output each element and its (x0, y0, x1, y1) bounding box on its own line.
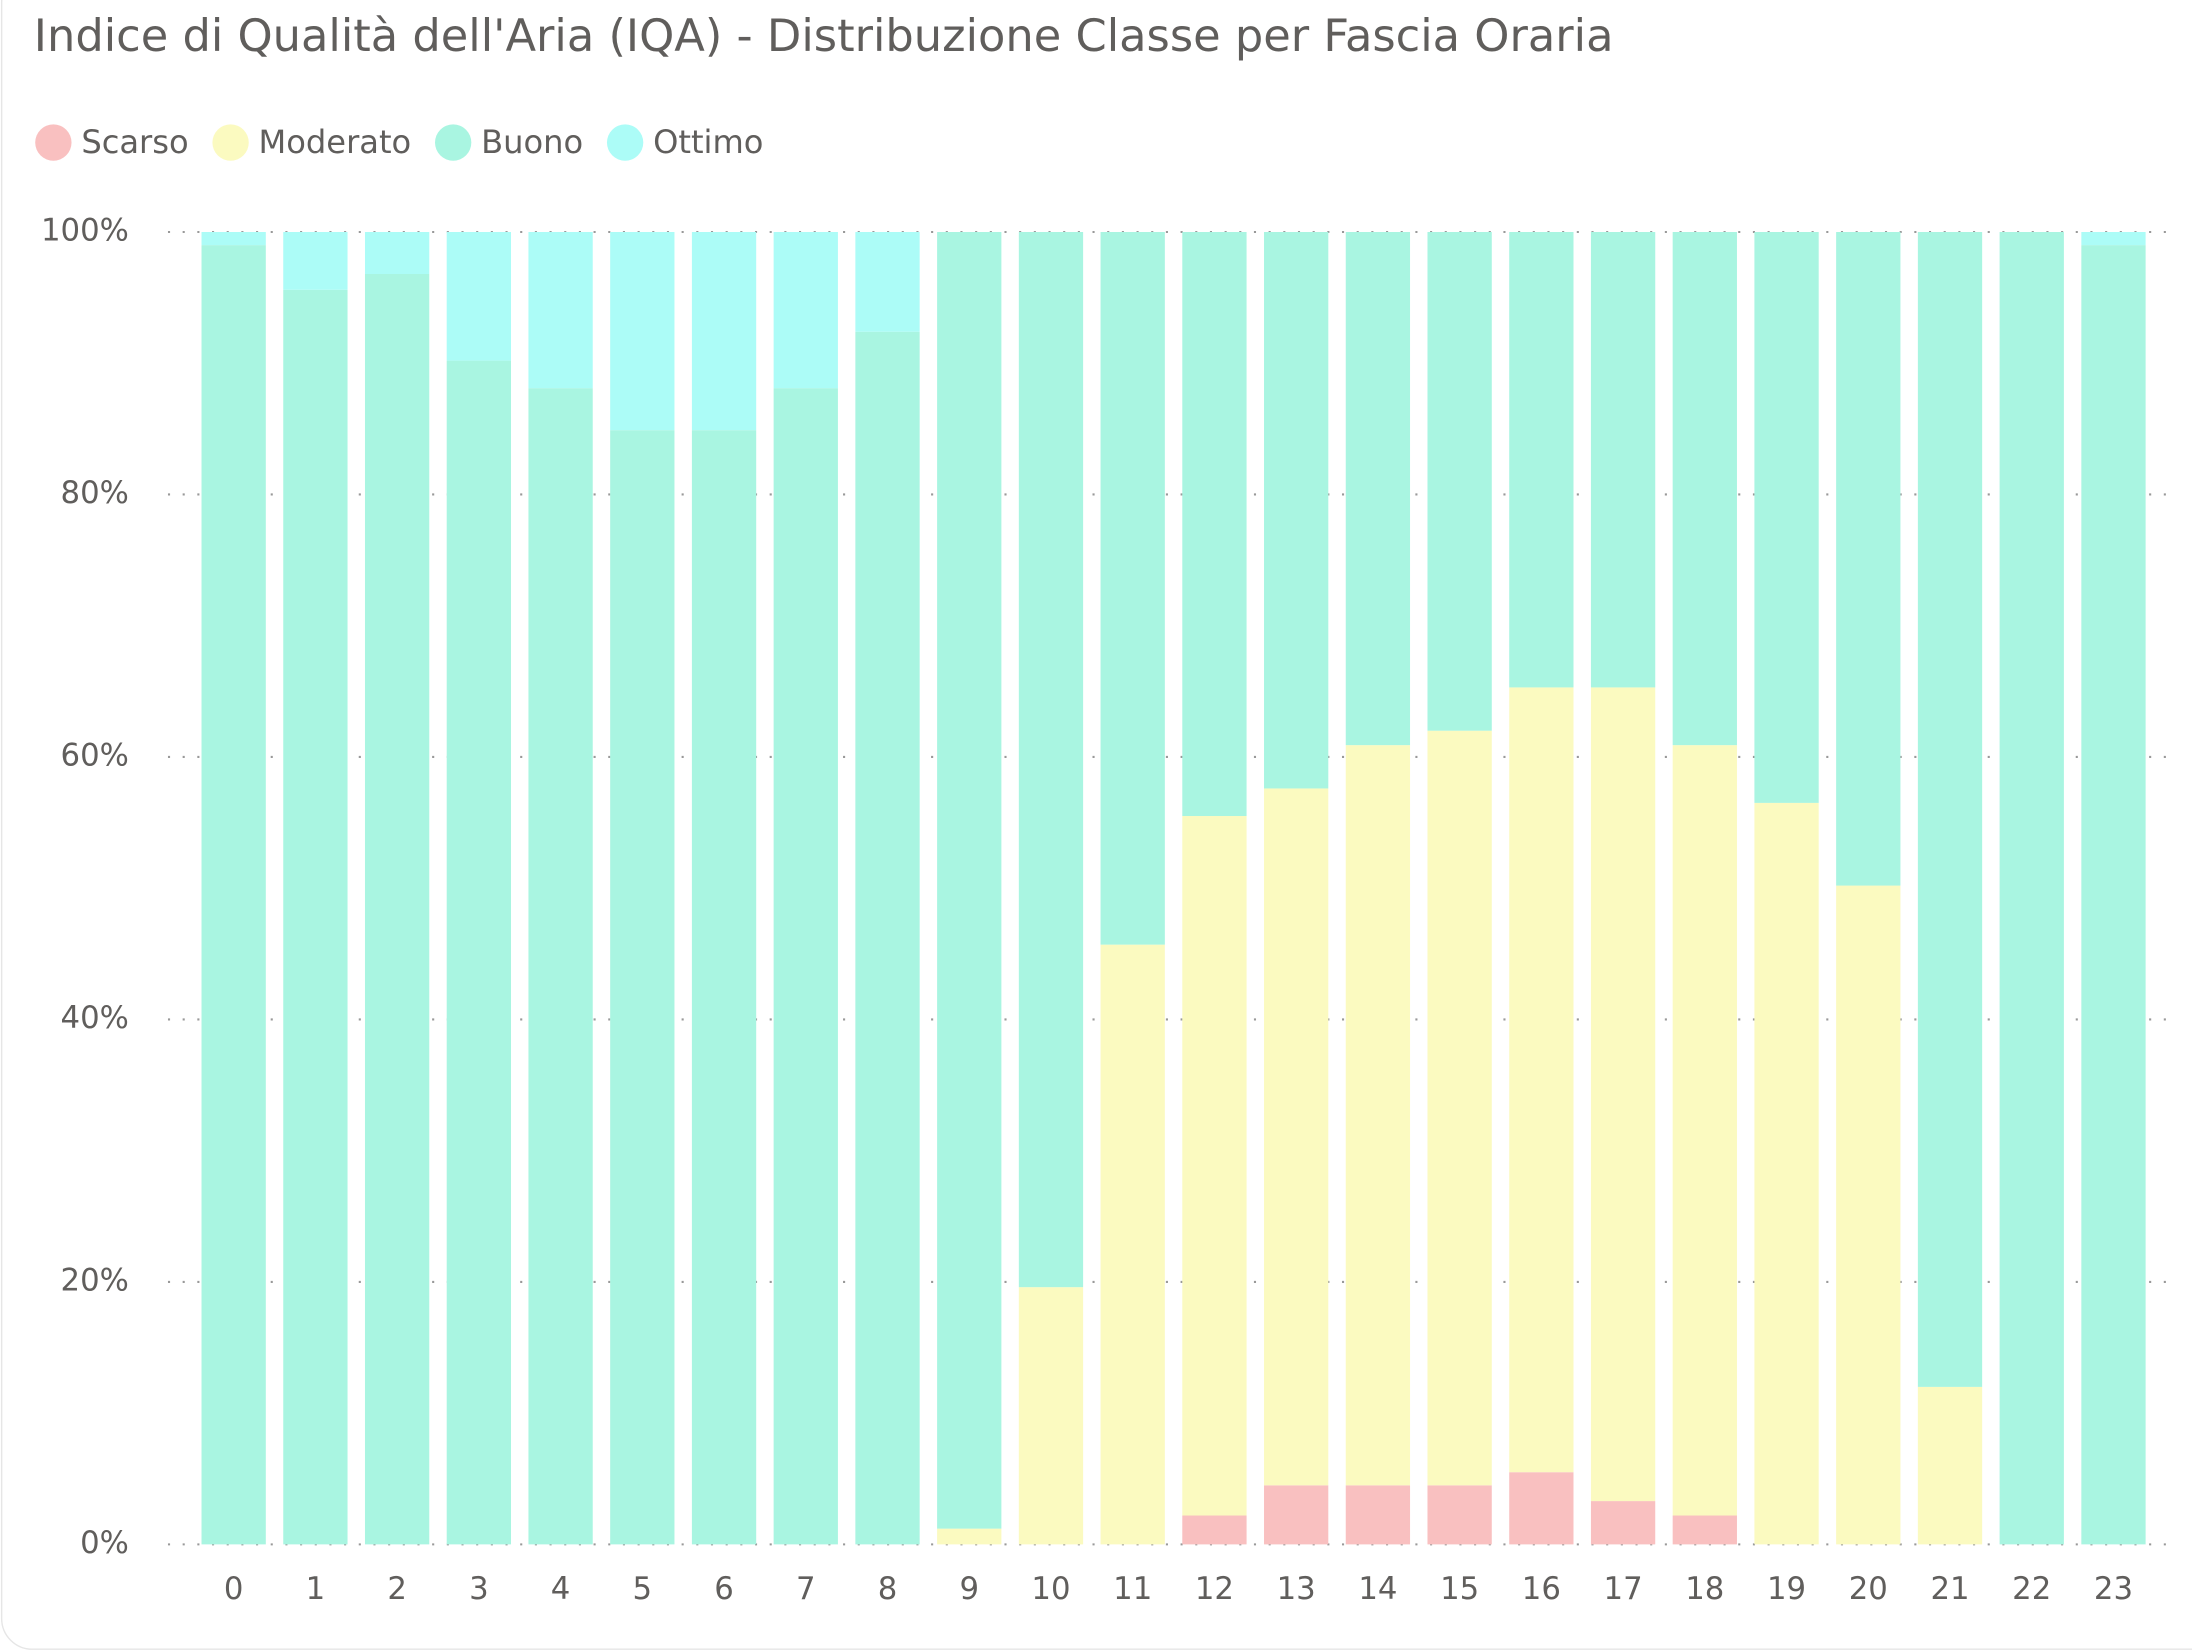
bar-segment (201, 245, 266, 1545)
bar-segment (773, 232, 838, 389)
bar-segment (691, 430, 757, 1545)
x-tick-label: 19 (1767, 1571, 1806, 1607)
bar-segment (937, 232, 1002, 1529)
bar-segment (364, 274, 430, 1545)
bar-segment (446, 360, 512, 1545)
bar-segment (1345, 1485, 1411, 1545)
bar-segment (855, 331, 920, 1545)
x-tick-label: 23 (2094, 1571, 2133, 1607)
x-tick-label: 17 (1604, 1571, 1643, 1607)
bar-segment (2081, 245, 2146, 1545)
x-tick-label: 15 (1440, 1571, 1479, 1607)
bar-segment (691, 232, 757, 431)
x-tick-label: 8 (878, 1571, 898, 1607)
legend-marker (212, 124, 249, 161)
y-tick-label: 40% (61, 1000, 129, 1036)
bar-segment (1264, 788, 1329, 1486)
bar-segment (1672, 745, 1737, 1516)
bar-segment (1590, 687, 1656, 1502)
bar-segment (1917, 1386, 1983, 1545)
bar-segment (1999, 232, 2064, 1545)
bar-segment (1509, 1472, 1574, 1545)
bar-segment (1754, 232, 1819, 803)
x-tick-label: 16 (1522, 1571, 1561, 1607)
x-tick-label: 6 (714, 1571, 734, 1607)
bar-segment (1917, 232, 1983, 1387)
bar-segment (1345, 232, 1411, 746)
bar-segment (364, 232, 430, 275)
bar-segment (937, 1528, 1002, 1545)
bar-segment (1182, 1515, 1247, 1545)
legend-marker (434, 124, 472, 161)
x-tick-label: 7 (796, 1571, 816, 1607)
x-tick-label: 13 (1277, 1571, 1316, 1607)
bar-segment (773, 388, 838, 1545)
bar-segment (1754, 802, 1819, 1545)
bar-segment (1427, 232, 1492, 731)
x-tick-label: 10 (1031, 1571, 1070, 1607)
x-tick-label: 21 (1930, 1571, 1969, 1607)
x-tick-label: 11 (1113, 1571, 1152, 1607)
x-tick-label: 0 (224, 1571, 244, 1607)
x-tick-label: 5 (633, 1571, 653, 1607)
x-tick-label: 2 (387, 1571, 407, 1607)
bar-segment (1427, 1485, 1492, 1545)
x-tick-label: 18 (1685, 1571, 1724, 1607)
bar-segment (1100, 232, 1165, 945)
legend-label: Ottimo (653, 123, 763, 161)
y-tick-label: 100% (41, 213, 129, 249)
bar-segment (610, 430, 675, 1545)
x-tick-label: 14 (1358, 1571, 1397, 1607)
legend-marker (606, 124, 644, 161)
bar-segment (1672, 1515, 1737, 1545)
y-tick-label: 0% (80, 1525, 129, 1561)
bar-segment (1345, 745, 1411, 1486)
bar-segment (1509, 232, 1574, 688)
bar-segment (2081, 232, 2146, 246)
bar-segment (283, 289, 348, 1545)
x-tick-label: 4 (551, 1571, 571, 1607)
y-tick-label: 60% (61, 737, 129, 773)
x-tick-label: 9 (959, 1571, 979, 1607)
bar-segment (1836, 885, 1901, 1545)
legend-label: Buono (481, 123, 583, 161)
legend-label: Scarso (81, 123, 188, 161)
x-tick-label: 12 (1195, 1571, 1234, 1607)
bar-segment (446, 232, 512, 361)
x-tick-label: 22 (2012, 1571, 2051, 1607)
bar-segment (1100, 944, 1165, 1545)
bar-segment (201, 232, 266, 246)
bar-segment (1836, 232, 1901, 886)
bar-segment (855, 232, 920, 332)
x-tick-label: 3 (469, 1571, 489, 1607)
chart-title: Indice di Qualità dell'Aria (IQA) - Dist… (34, 9, 1614, 62)
y-tick-label: 20% (61, 1262, 129, 1298)
bar-segment (1018, 1287, 1084, 1545)
bar-segment (1264, 1485, 1329, 1545)
x-tick-label: 20 (1849, 1571, 1888, 1607)
bar-segment (1427, 730, 1492, 1486)
bar-segment (1182, 816, 1247, 1516)
bar-segment (283, 232, 348, 290)
bar-segment (1672, 232, 1737, 746)
x-tick-label: 1 (306, 1571, 326, 1607)
bar-segment (1590, 1501, 1656, 1545)
bar-segment (1182, 232, 1247, 817)
bar-segment (528, 388, 593, 1545)
y-tick-label: 80% (61, 475, 129, 511)
bar-segment (1509, 687, 1574, 1473)
bar-segment (1590, 232, 1656, 688)
legend-marker (35, 124, 72, 161)
legend-label: Moderato (259, 123, 412, 161)
bar-segment (610, 232, 675, 431)
bar-segment (528, 232, 593, 389)
bar-segment (1018, 232, 1084, 1288)
bar-segment (1264, 232, 1329, 789)
